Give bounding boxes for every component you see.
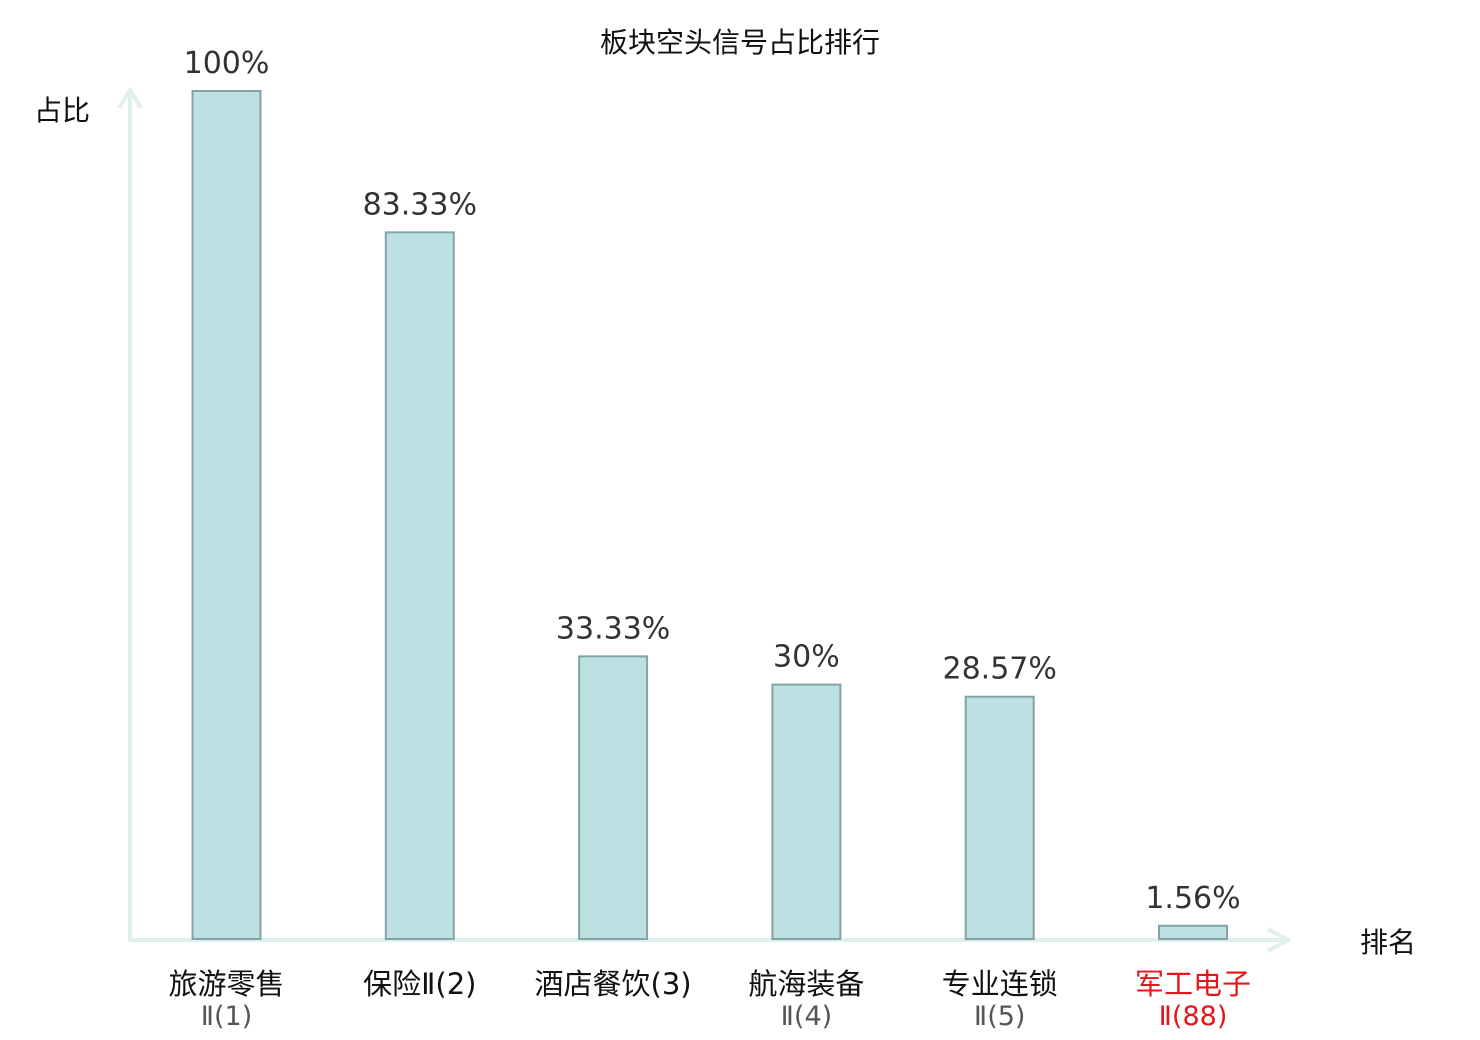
bar-2 [384, 231, 455, 941]
value-label-3: 33.33% [556, 611, 670, 646]
category-label-5: 专业连锁 [942, 967, 1058, 1001]
category-sublabel-6: Ⅱ(88) [1159, 1001, 1228, 1032]
bars-group [191, 90, 1228, 941]
category-sublabel-5: Ⅱ(5) [974, 1001, 1026, 1032]
bar-6 [1158, 924, 1228, 940]
category-sublabel-1: Ⅱ(1) [201, 1001, 253, 1032]
category-label-4: 航海装备 [748, 967, 864, 1001]
y-axis-arrow [117, 86, 143, 110]
value-label-1: 100% [184, 46, 270, 81]
bar-3 [578, 655, 649, 940]
bar-1 [191, 90, 262, 940]
chart-title: 板块空头信号占比排行 [600, 26, 880, 59]
x-axis-label: 排名 [1360, 926, 1416, 959]
value-label-2: 83.33% [363, 187, 477, 222]
y-axis-label: 占比 [34, 94, 90, 127]
value-label-4: 30% [773, 640, 840, 675]
bar-4 [771, 683, 842, 940]
category-label-6: 军工电子 [1135, 967, 1251, 1001]
value-labels-group: 100% 83.33% 33.33% 30% 28.57% 1.56% [184, 46, 1241, 916]
category-label-2: 保险Ⅱ(2) [363, 967, 476, 1001]
category-label-1: 旅游零售 [168, 967, 284, 1001]
bar-5 [964, 695, 1035, 940]
x-axis-arrow [1267, 927, 1293, 953]
value-label-6: 1.56% [1145, 881, 1240, 916]
value-label-5: 28.57% [943, 652, 1057, 687]
category-label-3: 酒店餐饮(3) [535, 967, 692, 1001]
category-sublabel-4: Ⅱ(4) [781, 1001, 833, 1032]
